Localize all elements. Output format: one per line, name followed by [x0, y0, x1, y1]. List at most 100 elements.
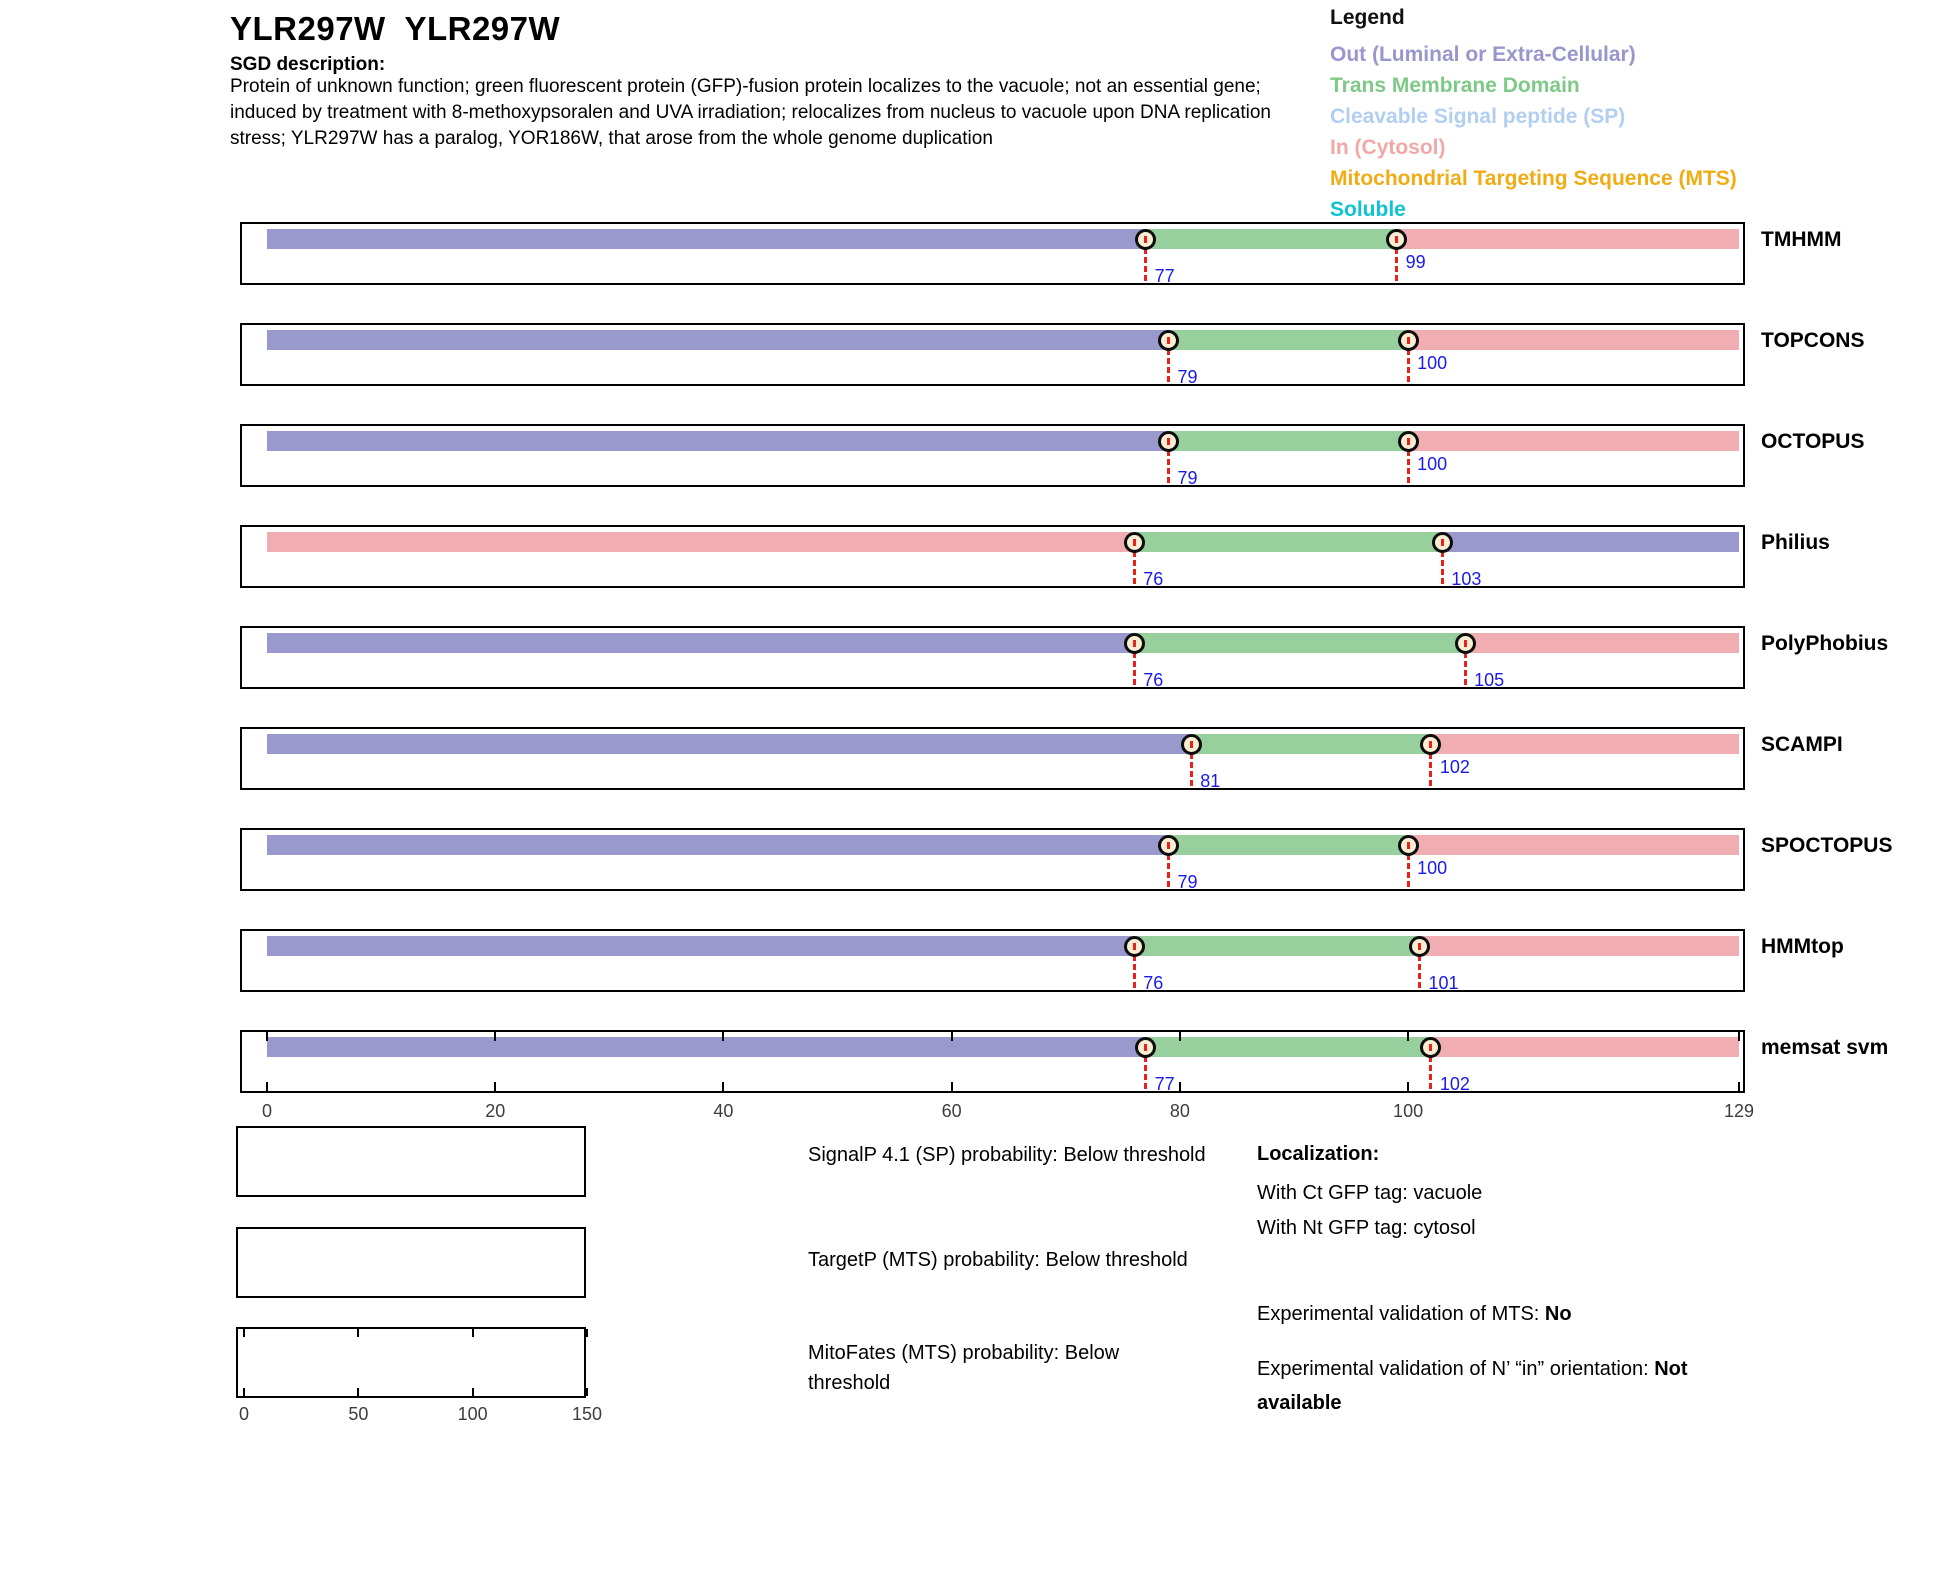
- boundary-position-label: 105: [1474, 670, 1505, 690]
- boundary-dashed-line: [1166, 340, 1170, 382]
- boundary-position-label: 79: [1177, 872, 1198, 892]
- axis-tick: [471, 1329, 474, 1337]
- legend-item-soluble: Soluble: [1330, 198, 1406, 221]
- track-label-SPOCTOPUS: SPOCTOPUS: [1761, 834, 1893, 857]
- boundary-marker-dash: [1406, 842, 1410, 849]
- boundary-position-label: 102: [1439, 757, 1470, 777]
- boundary-marker-dash: [1463, 640, 1467, 647]
- boundary-marker-dash: [1144, 1044, 1148, 1051]
- track-plot-TMHMM: 77 99: [240, 222, 1745, 286]
- boundary-dashed-line: [1395, 239, 1399, 281]
- nt-gfp-tag-line: With Nt GFP tag: cytosol: [1257, 1211, 1476, 1245]
- targetp-panel-plot: [236, 1227, 586, 1298]
- boundary-dashed-line: [1132, 542, 1136, 584]
- localization-title: Localization:: [1257, 1143, 1380, 1165]
- boundary-dashed-line: [1132, 946, 1136, 988]
- segment-tm: [1134, 936, 1420, 956]
- segment-tm: [1168, 330, 1409, 350]
- orientation-validation-line: Experimental validation of N’ “in” orien…: [1257, 1352, 1735, 1420]
- orientation-validation-prefix: Experimental validation of N’ “in” orien…: [1257, 1358, 1655, 1380]
- signalp-panel-plot: [236, 1126, 586, 1197]
- mts-validation-value: No: [1544, 1303, 1572, 1325]
- track-plot-OCTOPUS: 79 100: [240, 424, 1745, 488]
- residue-axis-label: 0: [261, 1101, 273, 1121]
- legend-items: Out (Luminal or Extra-Cellular) Trans Mem…: [1330, 39, 1737, 225]
- segment-tm: [1145, 1037, 1431, 1057]
- boundary-position-label: 100: [1417, 353, 1448, 373]
- boundary-position-label: 101: [1428, 973, 1459, 993]
- probability-axis-label: 150: [571, 1404, 603, 1424]
- boundary-marker-dash: [1132, 539, 1136, 546]
- axis-tick: [950, 1032, 953, 1041]
- segment-out: [267, 936, 1135, 956]
- boundary-dashed-line: [1417, 946, 1421, 988]
- axis-tick: [243, 1388, 245, 1396]
- segment-in: [1408, 330, 1739, 350]
- segment-in: [1430, 1037, 1739, 1057]
- segment-out: [267, 835, 1169, 855]
- boundary-position-label: 77: [1154, 266, 1175, 286]
- track-label-TOPCONS: TOPCONS: [1761, 329, 1865, 352]
- track-label-OCTOPUS: OCTOPUS: [1761, 430, 1865, 453]
- track-plot-SCAMPI: 81 102: [240, 727, 1745, 791]
- segment-in: [1465, 633, 1739, 653]
- boundary-dashed-line: [1406, 845, 1410, 887]
- track-label-SCAMPI: SCAMPI: [1761, 733, 1843, 756]
- segment-tm: [1145, 229, 1397, 249]
- boundary-position-label: 76: [1143, 670, 1164, 690]
- segment-tm: [1191, 734, 1431, 754]
- boundary-dashed-line: [1166, 441, 1170, 483]
- boundary-position-label: 103: [1451, 569, 1482, 589]
- orientation-validation-value: Not available: [1257, 1358, 1688, 1414]
- segment-tm: [1168, 431, 1409, 451]
- segment-out: [1442, 532, 1739, 552]
- axis-tick: [1407, 1082, 1410, 1091]
- probability-axis-label: 100: [457, 1404, 488, 1424]
- legend-item-tm: Trans Membrane Domain: [1330, 74, 1580, 97]
- boundary-marker-dash: [1406, 438, 1410, 445]
- legend-item-sp: Cleavable Signal peptide (SP): [1330, 105, 1626, 128]
- probability-axis-label: 0: [238, 1404, 250, 1424]
- track-plot-PolyPhobius: 76 105: [240, 626, 1745, 690]
- boundary-marker-dash: [1440, 539, 1444, 546]
- segment-in: [1430, 734, 1739, 754]
- mitofates-panel-label: MitoFates (MTS) probability: Below thres…: [808, 1342, 1120, 1394]
- boundary-position-label: 99: [1405, 252, 1426, 272]
- legend-item-in: In (Cytosol): [1330, 136, 1446, 159]
- axis-tick: [357, 1388, 360, 1396]
- axis-tick: [722, 1082, 725, 1091]
- track-plot-SPOCTOPUS: 79 100: [240, 828, 1745, 892]
- mts-validation-prefix: Experimental validation of MTS:: [1257, 1303, 1545, 1325]
- boundary-position-label: 77: [1154, 1074, 1175, 1094]
- boundary-position-label: 79: [1177, 468, 1198, 488]
- axis-tick: [1407, 1032, 1410, 1041]
- axis-tick: [586, 1388, 588, 1396]
- track-label-Philius: Philius: [1761, 531, 1830, 554]
- axis-tick: [586, 1329, 588, 1337]
- boundary-position-label: 79: [1177, 367, 1198, 387]
- legend-title: Legend: [1330, 6, 1405, 29]
- boundary-dashed-line: [1189, 744, 1193, 786]
- residue-axis-label: 80: [1169, 1101, 1190, 1121]
- axis-tick: [1178, 1082, 1181, 1091]
- probability-axis-label: 50: [348, 1404, 369, 1424]
- segment-out: [267, 330, 1169, 350]
- segment-in: [267, 532, 1135, 552]
- segment-in: [1419, 936, 1739, 956]
- boundary-marker-dash: [1189, 741, 1193, 748]
- track-label-HMMtop: HMMtop: [1761, 935, 1844, 958]
- targetp-panel-label: TargetP (MTS) probability: Below thresho…: [808, 1249, 1188, 1271]
- axis-tick: [266, 1082, 268, 1091]
- boundary-marker-dash: [1429, 1044, 1433, 1051]
- track-plot-HMMtop: 76 101: [240, 929, 1745, 993]
- segment-in: [1408, 835, 1739, 855]
- residue-axis-label: 40: [713, 1101, 734, 1121]
- axis-tick: [1738, 1082, 1740, 1091]
- boundary-marker-dash: [1417, 943, 1421, 950]
- boundary-marker-dash: [1395, 236, 1399, 243]
- axis-tick: [494, 1082, 497, 1091]
- track-plot-Philius: 76 103: [240, 525, 1745, 589]
- boundary-marker-dash: [1406, 337, 1410, 344]
- axis-tick: [243, 1329, 245, 1337]
- ct-gfp-tag-prefix: With Ct GFP tag:: [1257, 1182, 1414, 1204]
